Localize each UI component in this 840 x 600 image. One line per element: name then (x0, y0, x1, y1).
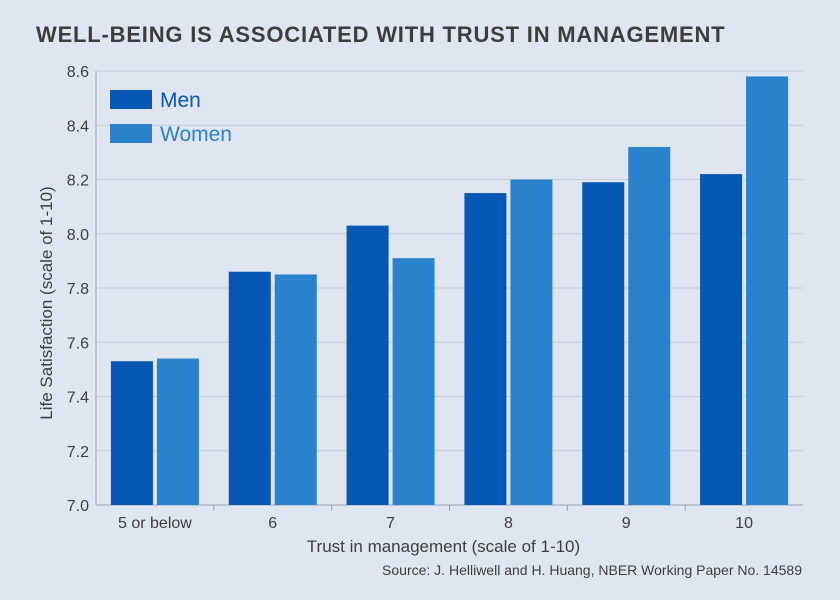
axes (95, 71, 803, 511)
y-tick-label: 7.0 (67, 498, 89, 515)
bar-women-5 (746, 76, 789, 506)
bar-women-0 (156, 358, 199, 505)
chart-title: WELL-BEING IS ASSOCIATED WITH TRUST IN M… (36, 22, 726, 47)
legend-swatch-men (110, 90, 152, 109)
y-tick-label: 7.4 (67, 390, 89, 407)
y-tick-label: 7.6 (67, 335, 89, 352)
bar-men-0 (110, 361, 153, 505)
x-tick-label: 8 (504, 515, 513, 532)
bar-men-1 (228, 271, 271, 505)
x-tick-label: 9 (622, 515, 631, 532)
y-tick-label: 7.2 (67, 444, 89, 461)
y-tick-label: 8.6 (67, 64, 89, 81)
bar-women-4 (628, 146, 671, 505)
bar-women-1 (274, 274, 317, 505)
source-note: Source: J. Helliwell and H. Huang, NBER … (382, 562, 802, 578)
x-tick-label: 10 (735, 515, 753, 532)
legend: Men Women (110, 89, 232, 146)
x-axis-title: Trust in management (scale of 1-10) (307, 537, 580, 556)
gridlines (96, 70, 803, 452)
x-tick-label: 7 (386, 515, 395, 532)
y-tick-label: 8.2 (67, 173, 89, 190)
legend-label-women: Women (160, 123, 232, 146)
y-tick-label: 8.4 (67, 118, 89, 135)
bar-men-3 (464, 193, 507, 505)
axis-labels: 7.0 7.2 7.4 7.6 7.8 8.0 8.2 8.4 8.6 5 or below 6 7 8… (37, 64, 753, 556)
x-tick-label: 5 or below (118, 515, 192, 532)
legend-label-men: Men (160, 89, 201, 112)
x-tick-label: 6 (268, 515, 277, 532)
bars (110, 76, 789, 506)
bar-men-4 (582, 182, 625, 505)
legend-swatch-women (110, 124, 152, 143)
bar-women-2 (392, 258, 435, 505)
y-tick-label: 8.0 (67, 227, 89, 244)
bar-women-3 (510, 179, 553, 505)
y-axis-title: Life Satisfaction (scale of 1-10) (37, 186, 56, 419)
bar-men-2 (346, 225, 389, 506)
bar-men-5 (700, 174, 743, 505)
y-tick-label: 7.8 (67, 281, 89, 298)
